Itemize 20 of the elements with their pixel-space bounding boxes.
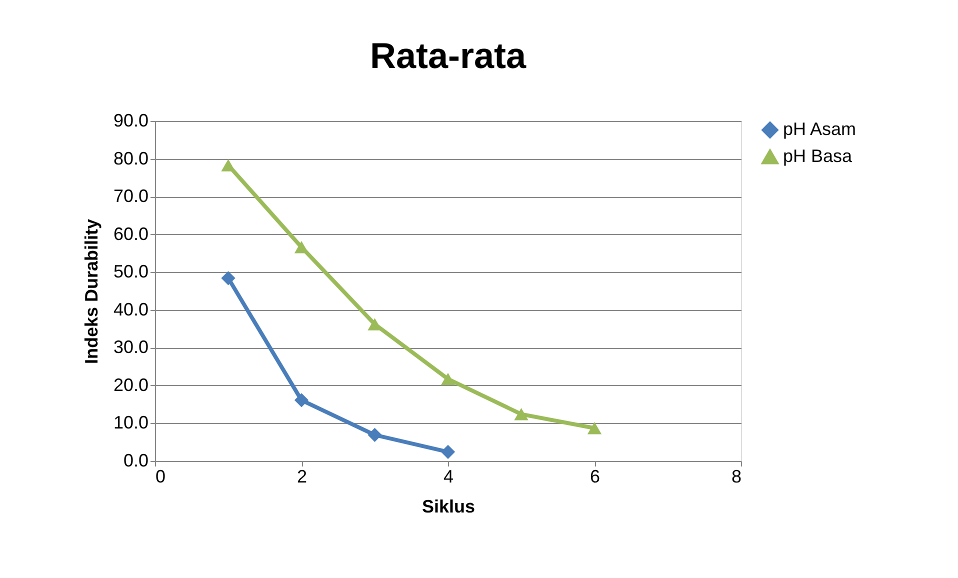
y-tick-label: 50.0 [113,262,148,282]
legend-label: pH Basa [783,146,854,166]
y-tick-label: 70.0 [113,186,148,206]
x-tick-label: 4 [443,466,454,486]
x-axis-title: Siklus [422,496,476,516]
y-tick-label: 0.0 [123,450,148,470]
y-axis-title: Indeks Durability [81,218,102,364]
x-tick-label: 0 [156,466,166,486]
legend-label: pH Asam [783,119,856,139]
y-tick-label: 60.0 [113,224,148,244]
x-tick-label: 2 [296,466,308,486]
y-tick-label: 90.0 [113,110,148,130]
x-tick-label: 8 [731,466,742,486]
y-tick-label: 30.0 [113,337,148,358]
y-tick-label: 80.0 [113,148,148,168]
chart-title: Rata-rata [370,35,528,76]
y-tick-label: 20.0 [113,374,148,395]
y-tick-label: 40.0 [113,299,148,320]
x-tick-label: 6 [590,466,600,486]
y-tick-label: 10.0 [113,412,148,433]
